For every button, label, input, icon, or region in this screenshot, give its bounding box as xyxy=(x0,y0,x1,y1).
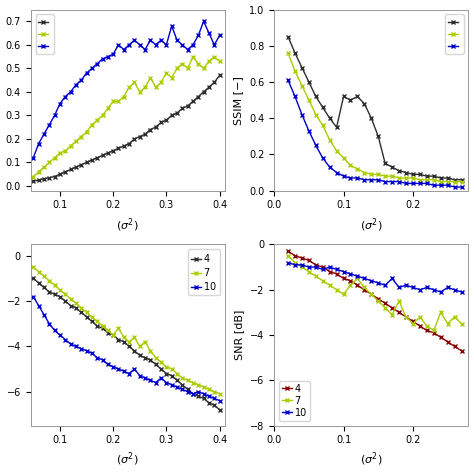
X-axis label: $(\sigma^2)$: $(\sigma^2)$ xyxy=(117,216,139,234)
Legend: $\mathdefault{4}$, $\mathdefault{7}$, $\mathdefault{10}$: $\mathdefault{4}$, $\mathdefault{7}$, $\… xyxy=(188,249,220,295)
Y-axis label: SNR [dB]: SNR [dB] xyxy=(235,310,245,360)
X-axis label: $(\sigma^2)$: $(\sigma^2)$ xyxy=(117,451,139,468)
X-axis label: $(\sigma^2)$: $(\sigma^2)$ xyxy=(360,451,383,468)
Legend: , , : , , xyxy=(36,14,54,54)
Y-axis label: SSIM [−]: SSIM [−] xyxy=(234,76,244,125)
Legend: , , : , , xyxy=(445,14,464,54)
X-axis label: $(\sigma^2)$: $(\sigma^2)$ xyxy=(360,216,383,234)
Legend: 4, 7, 10: 4, 7, 10 xyxy=(279,381,310,421)
